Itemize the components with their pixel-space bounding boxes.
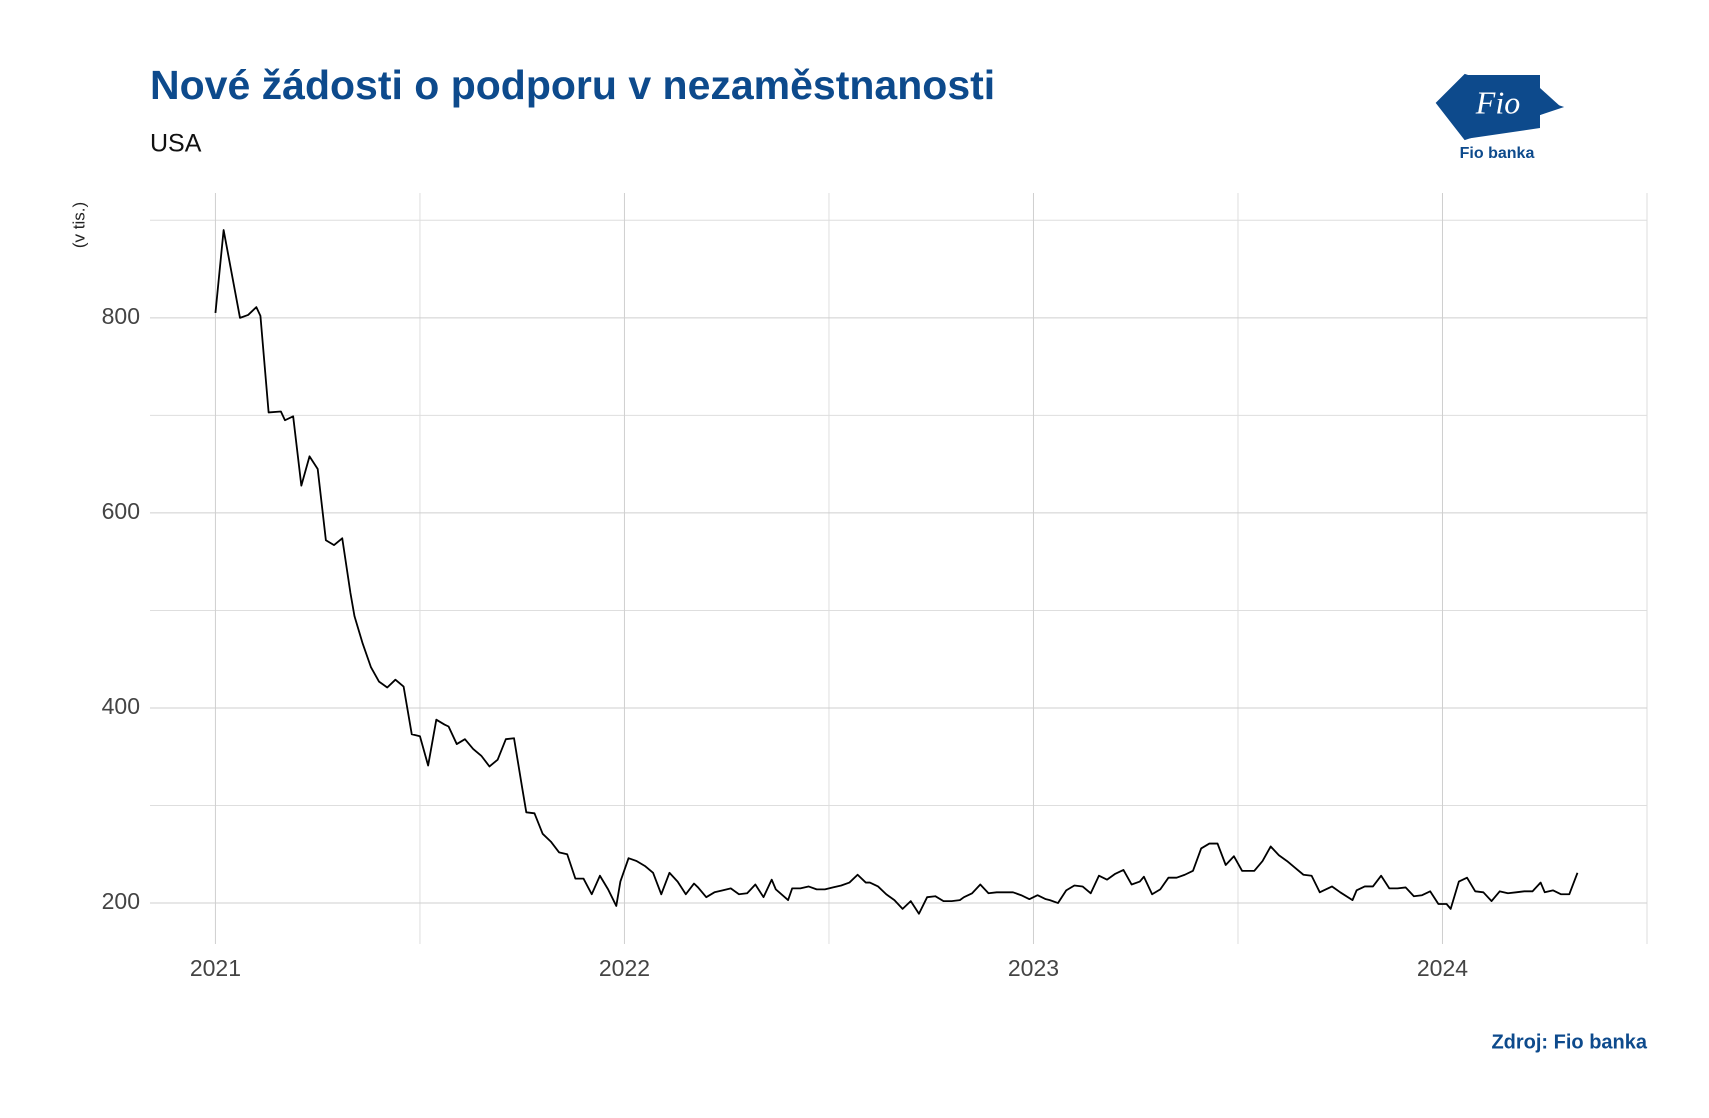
y-tick-label: 400 [102,693,140,719]
source: Zdroj: Fio banka [1491,1031,1647,1053]
logo-name: Fio banka [1460,145,1535,162]
logo: Fio Fio banka [1435,73,1565,162]
y-axis-label: (v tis.) [69,202,88,248]
chart-title: Nové žádosti o podporu v nezaměstnanosti [150,62,995,108]
chart-subtitle: USA [150,130,202,158]
data-line [214,229,1579,915]
y-tick-label: 800 [102,303,140,329]
x-tick-label: 2024 [1417,955,1468,981]
logo-tip [1540,88,1561,115]
logo-mark: Fio [1475,84,1520,120]
x-tick-label: 2022 [599,955,650,981]
logo-flag [1437,75,1540,139]
x-tick-label: 2021 [190,955,241,981]
y-tick-label: 600 [102,498,140,524]
x-tick-label: 2023 [1008,955,1059,981]
y-tick-label: 200 [102,888,140,914]
